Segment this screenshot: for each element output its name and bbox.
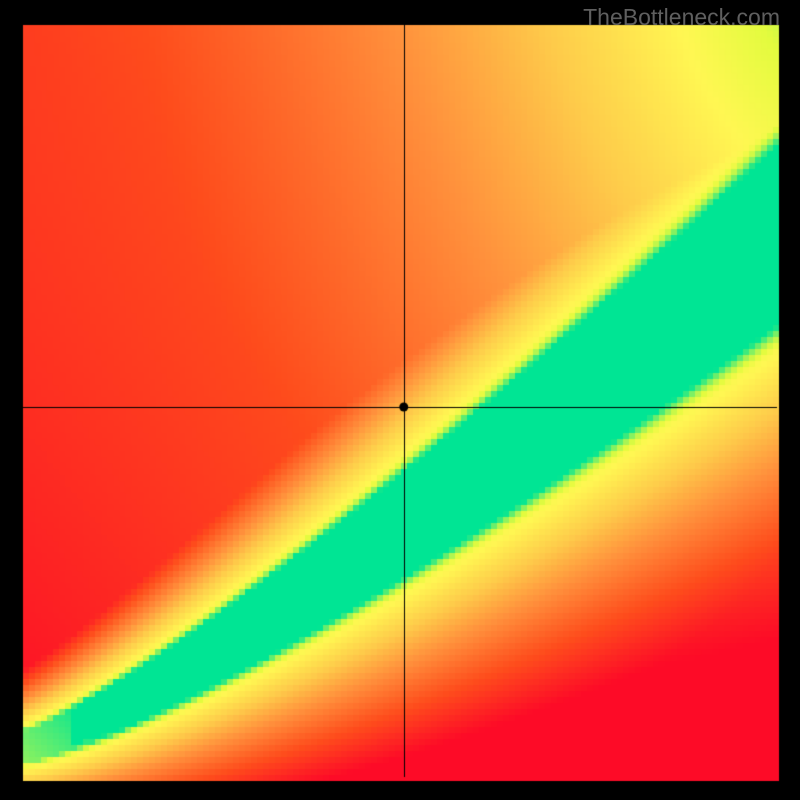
bottleneck-heatmap [0,0,800,800]
chart-container: TheBottleneck.com [0,0,800,800]
watermark-text: TheBottleneck.com [583,4,780,31]
